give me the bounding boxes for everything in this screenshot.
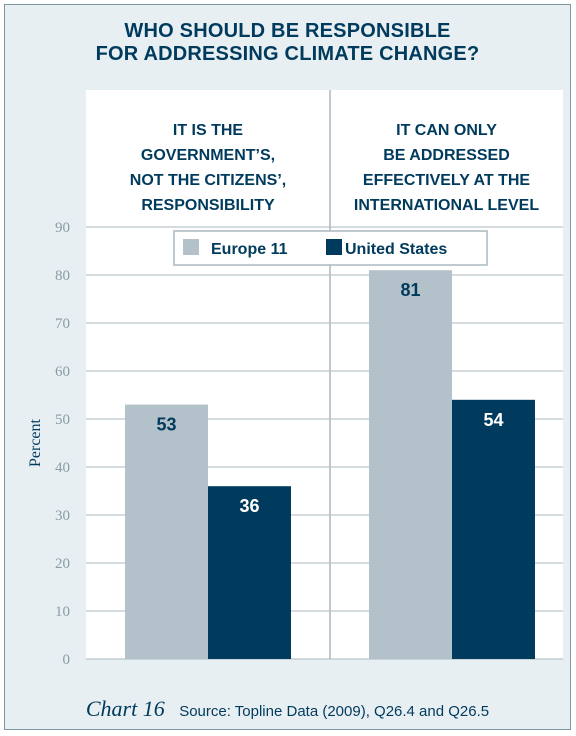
data-label: 53 <box>156 415 176 435</box>
category-label: RESPONSIBILITY <box>141 197 275 214</box>
y-axis-label: Percent <box>27 418 44 467</box>
y-tick-label: 70 <box>55 316 70 332</box>
y-tick-label: 60 <box>55 364 70 380</box>
y-tick-label: 40 <box>55 460 70 476</box>
legend-label: Europe 11 <box>211 241 288 258</box>
chart-title: WHO SHOULD BE RESPONSIBLE FOR ADDRESSING … <box>4 20 571 66</box>
source-note: Source: Topline Data (2009), Q26.4 and Q… <box>179 703 490 720</box>
data-label: 81 <box>400 280 420 300</box>
chart-title-line: WHO SHOULD BE RESPONSIBLE <box>124 20 451 42</box>
bar <box>208 486 291 659</box>
category-label: IT IS THE <box>173 122 244 139</box>
category-label: INTERNATIONAL LEVEL <box>354 197 539 214</box>
chart-footer: Chart 16 Source: Topline Data (2009), Q2… <box>4 696 571 722</box>
category-label: GOVERNMENT’S, <box>141 147 275 164</box>
y-tick-label: 50 <box>55 412 70 428</box>
bar <box>125 404 208 659</box>
legend-swatch <box>326 239 342 255</box>
bar <box>452 399 535 659</box>
chart-title-line: FOR ADDRESSING CLIMATE CHANGE? <box>95 43 480 65</box>
y-tick-label: 30 <box>55 508 70 524</box>
y-tick-label: 90 <box>55 220 70 236</box>
bar <box>369 270 452 659</box>
legend-swatch <box>183 239 199 255</box>
category-label: BE ADDRESSED <box>383 147 510 164</box>
data-label: 36 <box>239 496 259 516</box>
category-label: IT CAN ONLY <box>396 122 497 139</box>
y-tick-label: 10 <box>55 604 70 620</box>
y-tick-label: 80 <box>55 268 70 284</box>
legend-label: United States <box>345 241 447 258</box>
chart-number: Chart 16 <box>85 696 165 721</box>
category-label: NOT THE CITIZENS’, <box>130 172 286 189</box>
category-label: EFFECTIVELY AT THE <box>363 172 530 189</box>
data-label: 54 <box>483 410 503 430</box>
y-tick-label: 20 <box>55 556 70 572</box>
y-tick-label: 0 <box>63 652 71 668</box>
